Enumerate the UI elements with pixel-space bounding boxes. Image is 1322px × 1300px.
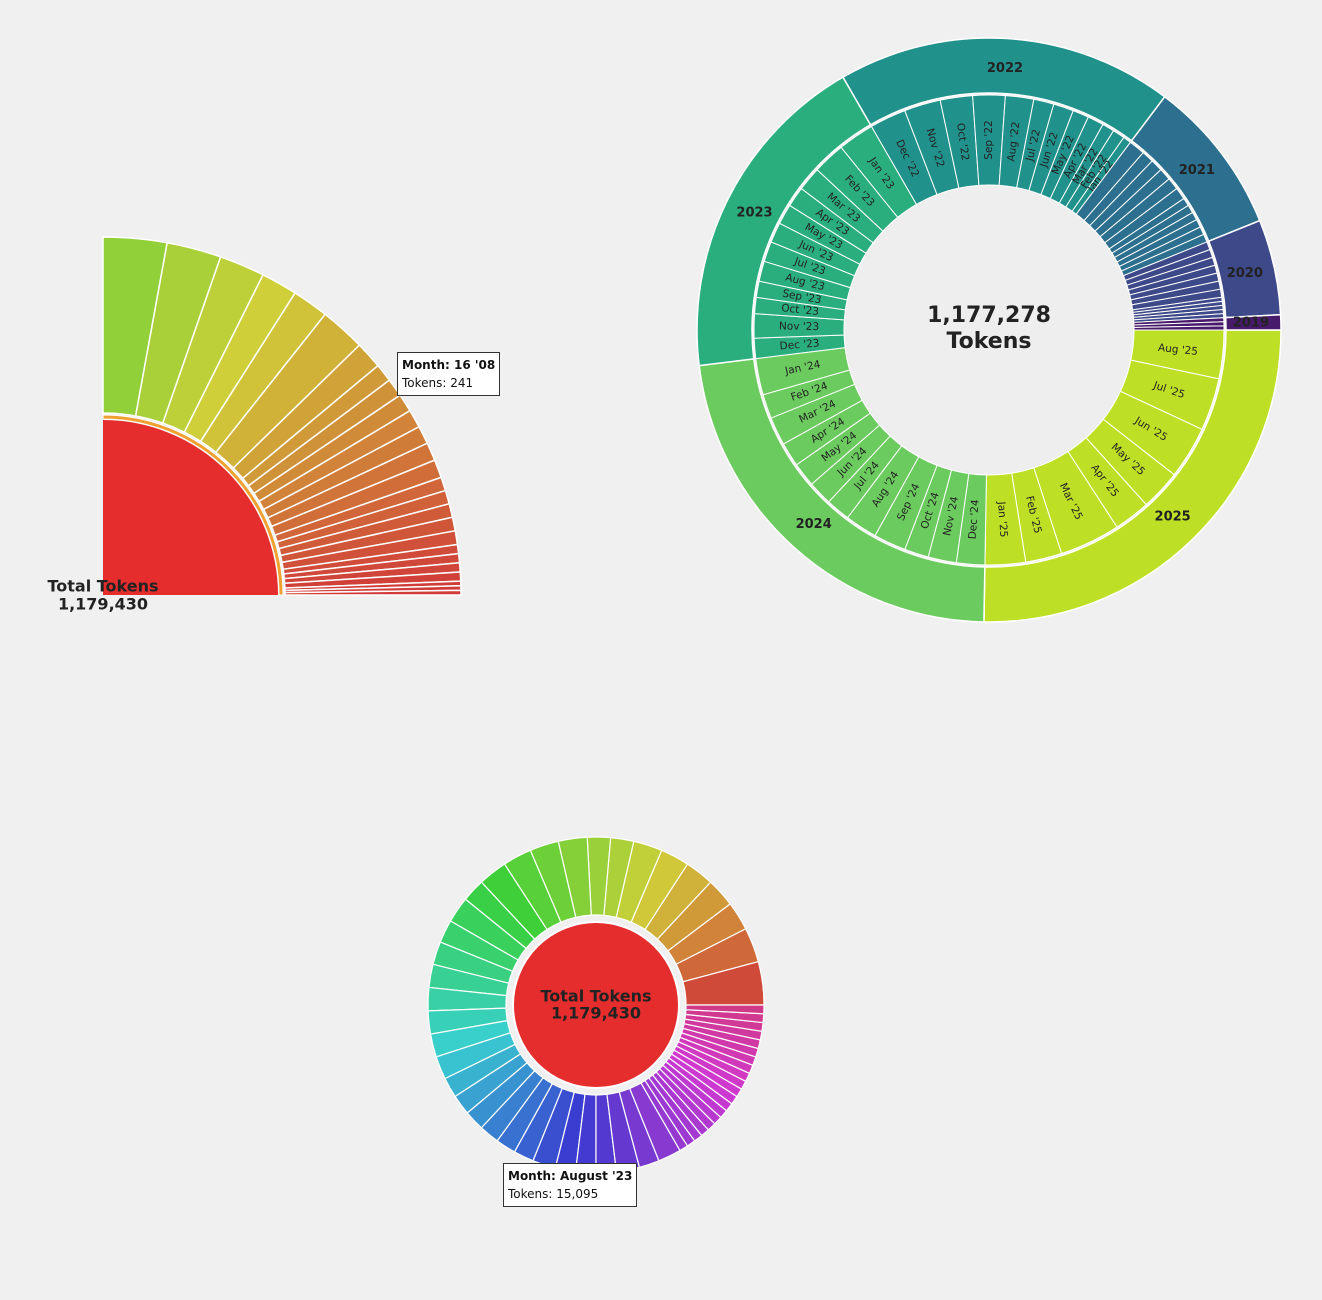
month-label: Sep '22 [983,120,995,159]
month-label: Aug '22 [1005,121,1022,162]
segment [454,1053,528,1114]
tooltip-text: Tokens: 15,095 [508,1187,599,1201]
tooltip: Month: August '23 Tokens: 15,095 [503,1163,638,1207]
month-label: Oct '23 [781,302,820,318]
segment [428,963,510,997]
segment [432,941,514,984]
segment [429,1019,512,1058]
segment [628,1082,681,1162]
segment [586,836,612,916]
segment [427,986,508,1012]
segment [427,1007,509,1035]
root [103,420,278,595]
month-label: Oct '22 [954,122,971,161]
segment [439,920,519,973]
segment [480,1069,544,1142]
segment [496,1076,554,1153]
year-label: 2023 [736,206,772,221]
segment [685,1004,765,1015]
month-label: Dec '23 [779,337,820,352]
segment [656,881,732,952]
segment [675,927,760,983]
year-label: 2020 [1227,266,1263,281]
center-value: 1,179,430 [551,1004,641,1023]
center-value: Tokens [947,329,1032,354]
month-label: Dec '24 [967,499,982,540]
segment [480,863,548,941]
year-segment [1224,313,1282,331]
tooltip-text: Tokens: 241 [402,376,474,390]
segment [284,589,462,596]
center-label: 1,177,278 [927,303,1051,328]
segment [644,863,712,941]
month-label: Jan '25 [995,500,1010,538]
segment [503,849,562,931]
segment [466,1062,536,1129]
ring [102,414,284,596]
segment [449,898,527,961]
year-label: 2021 [1179,163,1215,178]
segment [630,849,689,931]
segment [513,1082,564,1162]
center-value: 1,179,430 [58,595,148,614]
segment [618,1087,660,1169]
root [512,921,680,1089]
month-segment [1133,325,1225,331]
segment [667,903,747,965]
segment [464,881,536,950]
segment [444,1043,522,1098]
year-label: 2022 [987,61,1023,76]
segment [557,836,592,919]
segment [529,840,577,923]
year-label: 2025 [1155,509,1191,524]
segment [603,836,635,919]
center-label: Total Tokens [47,577,158,596]
tooltip: Month: 16 '08 Tokens: 241 [397,352,501,396]
year-label: 2024 [796,517,832,532]
segment [615,840,663,923]
tooltip-title: Month: August '23 [508,1169,633,1183]
month-label: Nov '23 [779,320,819,333]
month-label: Aug '25 [1157,342,1198,358]
center-label: Total Tokens [540,987,651,1006]
segment [435,1032,516,1080]
tooltip-title: Month: 16 '08 [402,358,496,372]
year-label: 2019 [1233,316,1269,331]
